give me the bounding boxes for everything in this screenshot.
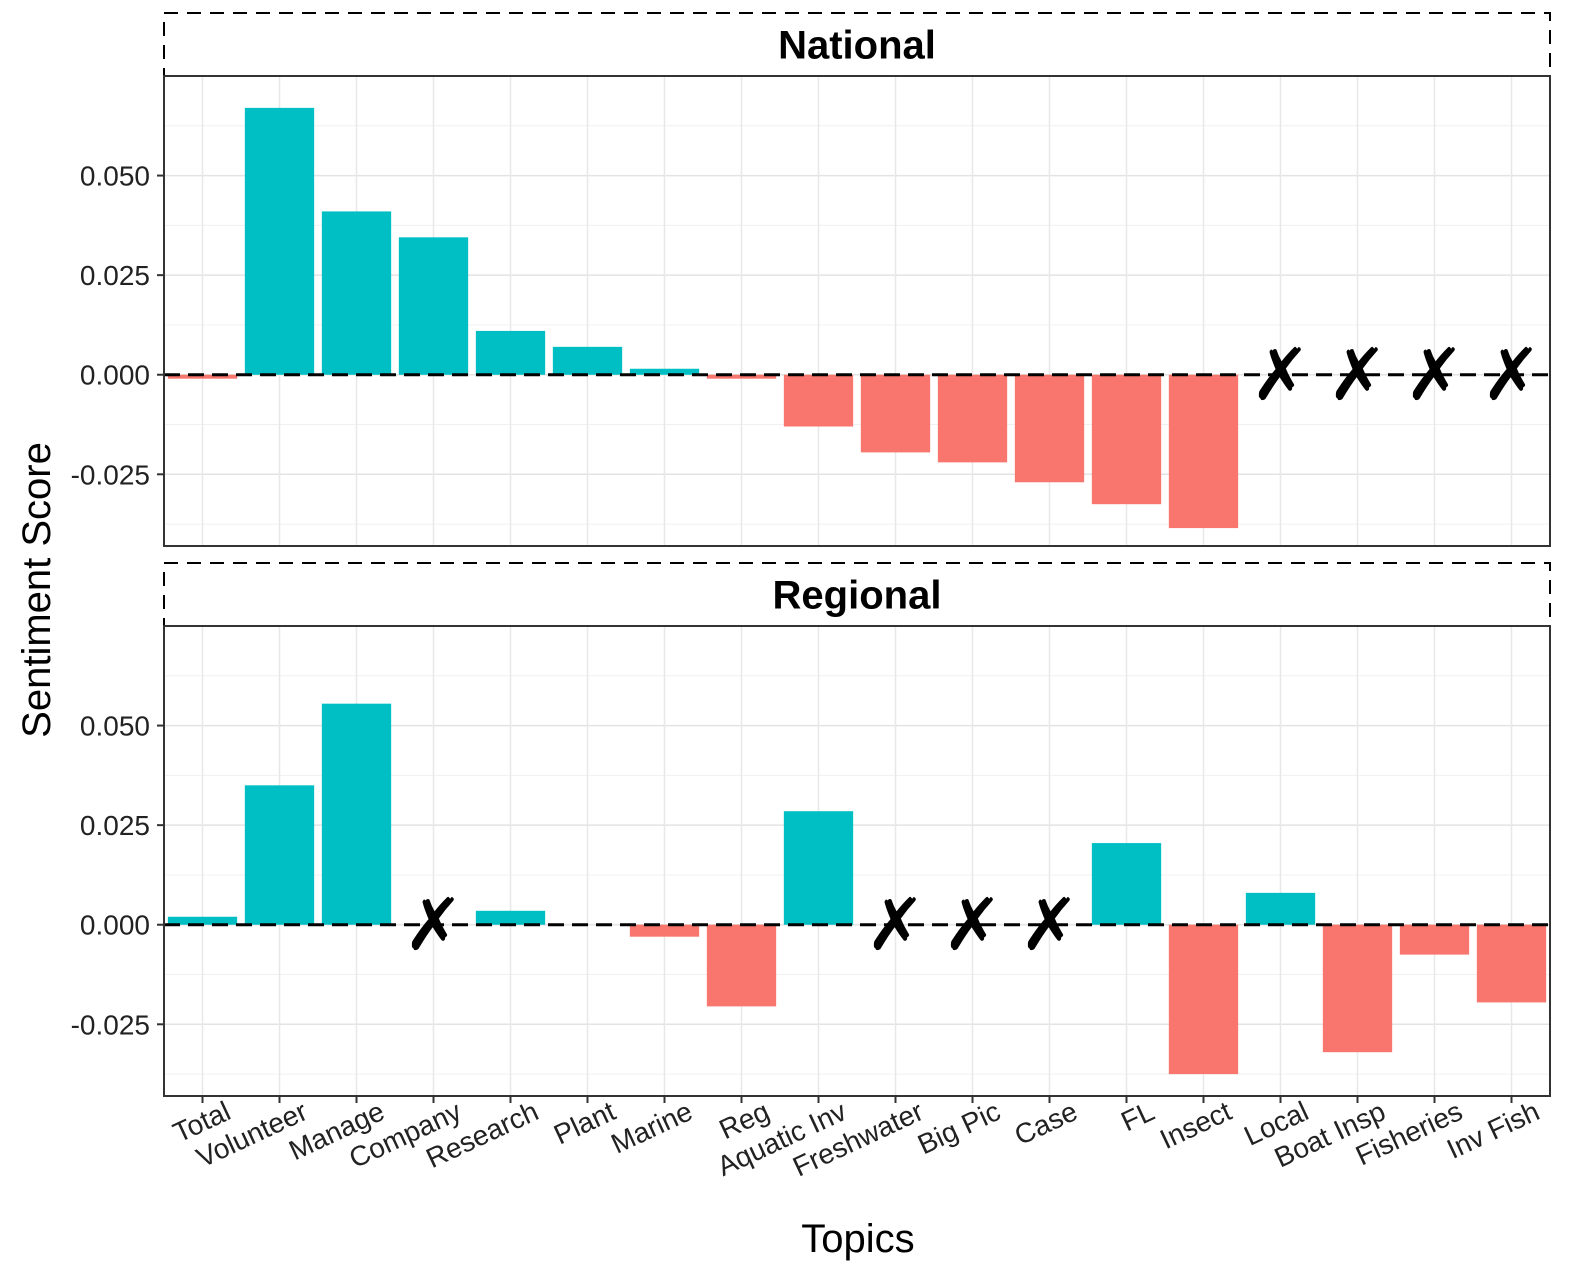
bar-boat-insp (1322, 924, 1393, 1053)
y-tick-label: -0.025 (71, 1009, 150, 1040)
bar-fl (1091, 843, 1162, 925)
bar-freshwater (860, 374, 931, 453)
facet-strip (163, 562, 1551, 627)
y-tick-label: 0.025 (80, 810, 150, 841)
bar-marine (629, 924, 700, 937)
missing-marker: ✗ (1481, 333, 1541, 417)
y-tick-label: 0.000 (80, 360, 150, 391)
y-tick-label: -0.025 (71, 459, 150, 490)
x-tick-label: Big Pic (913, 1095, 1005, 1160)
y-tick-label: 0.050 (80, 161, 150, 192)
bar-fisheries (1399, 924, 1470, 955)
plot-background (164, 76, 1550, 546)
x-tick-label: Plant (549, 1095, 620, 1150)
missing-marker: ✗ (942, 883, 1002, 967)
bar-volunteer (244, 785, 315, 925)
panel-border (163, 625, 1551, 1097)
y-tick-label: 0.050 (80, 711, 150, 742)
bar-research (475, 910, 546, 925)
bar-fl (1091, 374, 1162, 505)
chart-panels: National✗ ✗ ✗ ✗-0.0250.0000.0250.050Regiona… (71, 12, 1551, 1183)
bar-reg (706, 374, 777, 379)
bar-local (1245, 892, 1316, 925)
x-tick-label: Case (1010, 1095, 1082, 1151)
bar-total (167, 916, 238, 925)
bar-insect (1168, 374, 1239, 529)
missing-marker: ✗ (1404, 333, 1464, 417)
missing-marker: ✗ (1250, 333, 1310, 417)
bar-insect (1168, 924, 1239, 1075)
bar-volunteer (244, 107, 315, 375)
bar-manage (321, 211, 392, 375)
x-tick-label: FL (1116, 1095, 1159, 1137)
missing-marker: ✗ (1327, 333, 1387, 417)
facet-title: National (778, 24, 936, 68)
bar-manage (321, 703, 392, 925)
bar-total (167, 374, 238, 379)
x-tick-label: Marine (606, 1095, 697, 1159)
y-tick-label: 0.000 (80, 910, 150, 941)
bar-big-pic (937, 374, 1008, 463)
y-axis-title: Sentiment Score (15, 442, 59, 738)
x-tick-label: Insect (1155, 1095, 1236, 1155)
bar-plant (552, 346, 623, 375)
panel-regional: Regional✗ ✗ ✗ ✗-0.0250.0000.0250.050TotalVo… (71, 562, 1551, 1183)
bar-marine (629, 368, 700, 375)
bar-case (1014, 374, 1085, 483)
x-axis-title: Topics (801, 1217, 914, 1261)
facet-title: Regional (773, 574, 942, 618)
facet-strip (163, 12, 1551, 77)
bar-aquatic-inv (783, 374, 854, 427)
panel-border (163, 75, 1551, 547)
bar-research (475, 330, 546, 375)
y-tick-label: 0.025 (80, 260, 150, 291)
missing-marker: ✗ (865, 883, 925, 967)
bar-reg (706, 924, 777, 1007)
missing-marker: ✗ (1019, 883, 1079, 967)
bar-aquatic-inv (783, 811, 854, 925)
bar-company (398, 237, 469, 375)
plot-background (164, 626, 1550, 1096)
bar-inv-fish (1476, 924, 1547, 1003)
missing-marker: ✗ (403, 883, 463, 967)
